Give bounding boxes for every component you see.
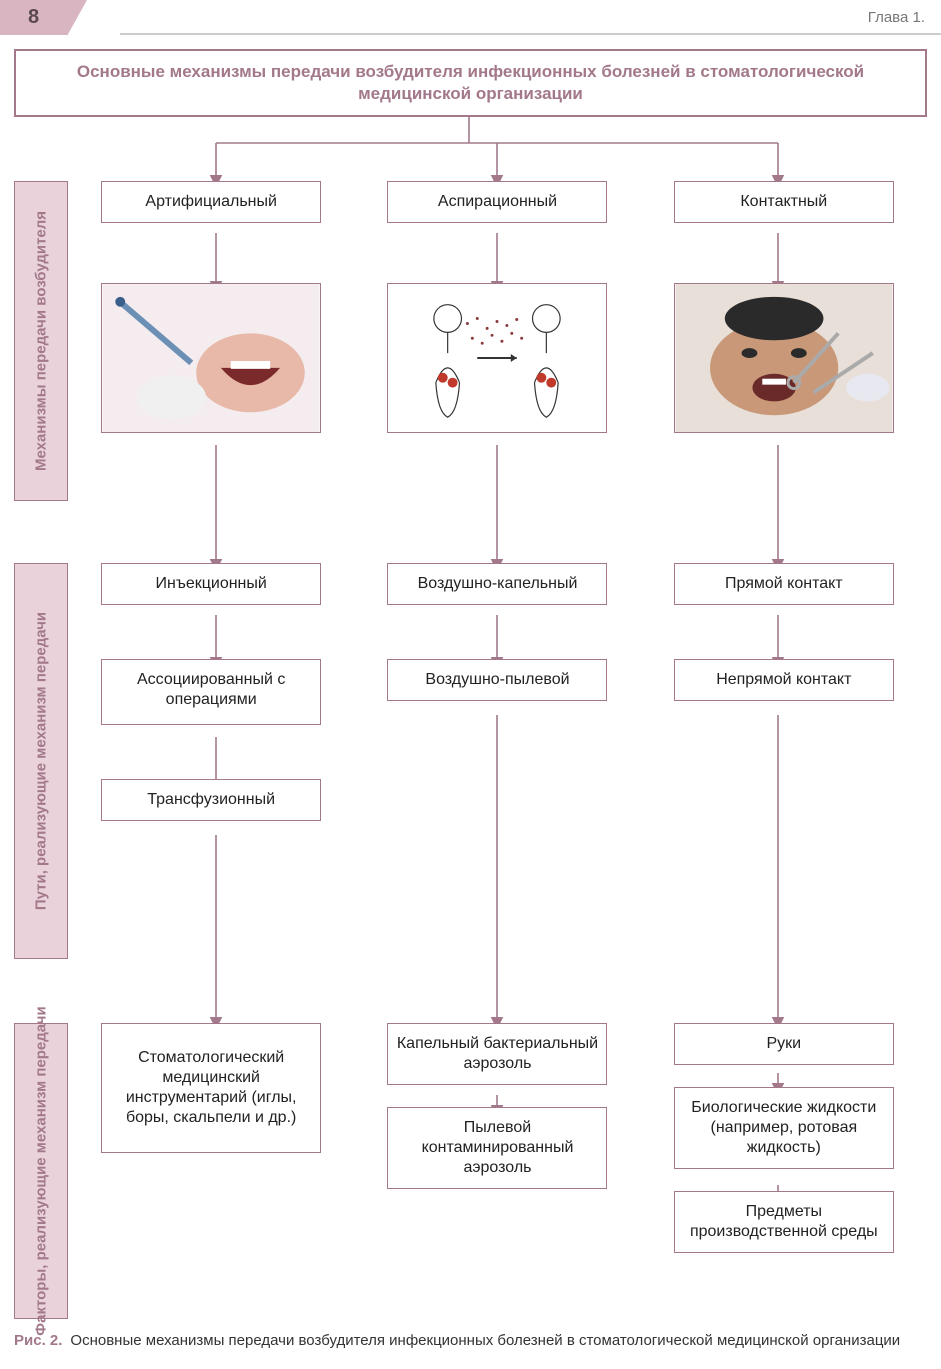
side-label-factors-text: Факторы, реализующие механизм передачи <box>32 1007 49 1336</box>
image-aspiration <box>387 283 607 433</box>
side-label-mechanisms: Механизмы передачи возбудителя <box>14 181 68 501</box>
path-indirect-contact: Непрямой контакт <box>674 659 894 701</box>
factor-env-objects: Предметы производственной среды <box>674 1191 894 1253</box>
path-transfusion: Трансфузионный <box>101 779 321 821</box>
image-artificial <box>101 283 321 433</box>
path-airborne-droplet: Воздушно-капельный <box>387 563 607 605</box>
factor-instruments: Стоматологический медицинский инструмент… <box>101 1023 321 1153</box>
path-injection: Инъекционный <box>101 563 321 605</box>
factor-hands: Руки <box>674 1023 894 1065</box>
figure-caption: Рис. 2. Основные механизмы передачи возб… <box>0 1323 941 1369</box>
mechanism-contact: Контактный <box>674 181 894 223</box>
image-contact <box>674 283 894 433</box>
page-header: 8 Глава 1. <box>0 0 941 35</box>
flowchart: Основные механизмы передачи возбудителя … <box>0 35 941 1323</box>
flowchart-title: Основные механизмы передачи возбудителя … <box>14 49 927 117</box>
factor-droplet-aerosol: Капельный бактериальный аэрозоль <box>387 1023 607 1085</box>
page-number: 8 <box>0 0 67 35</box>
path-direct-contact: Прямой контакт <box>674 563 894 605</box>
figure-caption-text: Основные механизмы передачи возбудителя … <box>70 1331 900 1351</box>
side-label-factors: Факторы, реализующие механизм передачи <box>14 1023 68 1319</box>
side-label-paths-text: Пути, реализующие механизм передачи <box>32 612 49 910</box>
factor-biofluids: Биологические жидкости (например, ротова… <box>674 1087 894 1169</box>
chapter-label: Глава 1. <box>868 9 941 26</box>
path-operations: Ассоциированный с операциями <box>101 659 321 725</box>
side-label-mechanisms-text: Механизмы передачи возбудителя <box>32 211 49 471</box>
factor-dust-aerosol: Пылевой контаминированный аэрозоль <box>387 1107 607 1189</box>
mechanism-artificial: Артифициальный <box>101 181 321 223</box>
mechanism-aspiration: Аспирационный <box>387 181 607 223</box>
path-airborne-dust: Воздушно-пылевой <box>387 659 607 701</box>
side-label-paths: Пути, реализующие механизм передачи <box>14 563 68 959</box>
